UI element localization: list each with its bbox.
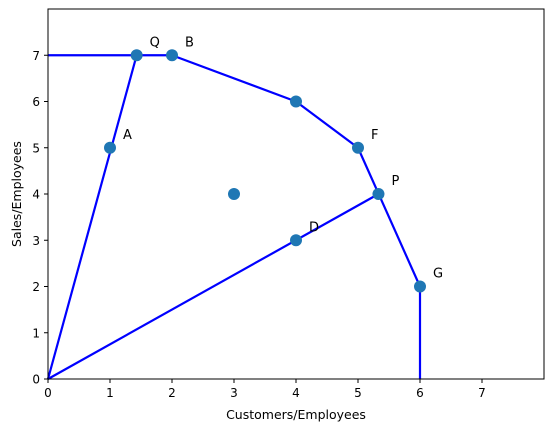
y-tick-label: 4 [32,188,40,202]
data-point-f [352,141,364,154]
x-tick-label: 1 [106,386,114,400]
point-label-b: B [185,35,194,50]
data-point-b [166,49,178,62]
y-tick-label: 1 [32,326,40,340]
x-tick-label: 7 [478,386,486,400]
data-point-8 [228,188,240,200]
frontier-line [48,54,422,379]
y-tick-label: 2 [32,280,40,294]
data-point-7 [290,95,302,108]
data-point-q [130,49,143,62]
frontier-lines [46,54,422,380]
x-tick-label: 0 [44,386,52,400]
y-tick-label: 6 [32,95,40,109]
point-label-p: P [391,174,399,189]
x-tick-label: 6 [416,386,424,400]
y-axis-label: Sales/Employees [9,141,24,247]
x-axis-label: Customers/Employees [226,407,366,422]
ray-line-1 [46,54,138,380]
x-tick-label: 4 [292,386,300,400]
x-tick-label: 5 [354,386,362,400]
point-label-a: A [123,128,132,143]
axes-frame [47,8,545,380]
data-point-a [104,141,116,154]
y-tick-label: 0 [32,373,40,387]
point-label-d: D [309,220,319,235]
y-tick-label: 5 [32,141,40,155]
data-point-p [372,188,385,200]
data-point-d [290,234,302,247]
x-tick-label: 2 [168,386,176,400]
data-points [104,49,426,293]
x-axis-ticks: 0 1 2 3 4 5 6 7 [44,379,486,400]
y-tick-label: 3 [32,234,40,248]
point-label-q: Q [150,35,160,50]
point-labels: Q B A F P D G [123,35,443,281]
ray-line-2 [47,193,379,380]
y-tick-label: 7 [32,49,40,63]
x-tick-label: 3 [230,386,238,400]
y-axis-ticks: 0 1 2 3 4 5 6 7 [32,49,48,387]
point-label-g: G [433,267,443,282]
data-point-g [414,280,426,293]
point-label-f: F [371,128,378,143]
